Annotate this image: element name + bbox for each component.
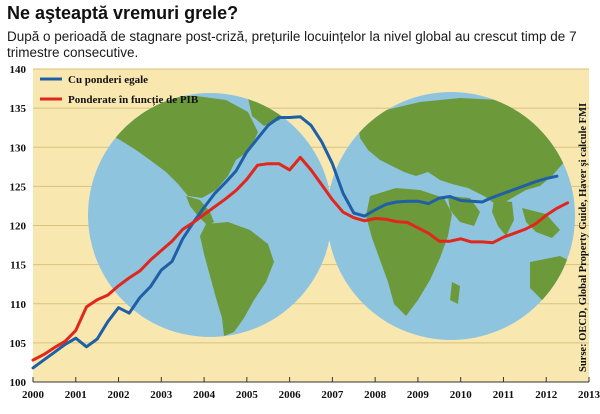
y-tick-label: 130	[10, 142, 27, 154]
y-tick-label: 105	[10, 338, 27, 350]
legend-label-gdp-weighted: Ponderate în funcție de PIB	[68, 94, 199, 106]
y-tick-label: 120	[10, 221, 27, 233]
x-tick-label: 2009	[407, 389, 430, 401]
x-tick-label: 2012	[535, 389, 558, 401]
x-tick-label: 2010	[450, 389, 473, 401]
x-tick-label: 2003	[150, 389, 173, 401]
x-tick-label: 2001	[65, 389, 87, 401]
x-tick-label: 2013	[578, 389, 600, 401]
series-line-equal-weights	[31, 115, 559, 370]
chart-title: Ne aşteaptă vremuri grele?	[7, 3, 239, 23]
globe-americas	[88, 93, 332, 337]
madagascar-shape	[450, 282, 460, 304]
y-axis-tick-labels: 100 105 110 115 120 125 130 135 140	[10, 64, 27, 389]
legend-label-equal-weights: Cu ponderi egale	[68, 74, 148, 86]
series-line-gdp-weighted	[31, 155, 570, 362]
north-america-shape	[104, 96, 258, 198]
y-tick-label: 125	[10, 181, 27, 193]
x-tick-label: 2008	[364, 389, 387, 401]
y-tick-label: 140	[10, 64, 27, 76]
arabia-shape	[448, 196, 480, 226]
india-shape	[492, 200, 514, 236]
x-tick-label: 2007	[321, 389, 344, 401]
x-tick-label: 2011	[493, 389, 514, 401]
x-axis-tick-labels: 2000 2001 2002 2003 2004 2005 2006 2007 2008 2009…	[22, 377, 600, 401]
legend: Cu ponderi egale Ponderate în funcție de…	[40, 74, 199, 106]
y-tick-label: 135	[10, 103, 27, 115]
axes: 100 105 110 115 120 125 130 135 140 2000 2001 2002…	[10, 64, 600, 401]
south-america-shape	[200, 222, 274, 336]
y-tick-label: 115	[10, 260, 26, 272]
series-lines	[31, 115, 570, 370]
europe-asia-shape	[358, 98, 575, 206]
x-tick-label: 2004	[193, 389, 216, 401]
y-tick-label: 100	[10, 377, 27, 389]
chart-subtitle: După o perioadă de stagnare post-criză, …	[7, 29, 577, 60]
x-tick-label: 2005	[236, 389, 259, 401]
southeast-asia-shape	[522, 208, 560, 238]
x-tick-label: 2002	[108, 389, 131, 401]
source-note: Surse: OECD, Global Property Guide, Have…	[578, 102, 589, 372]
x-tick-label: 2006	[279, 389, 302, 401]
x-tick-label: 2000	[22, 389, 45, 401]
y-tick-label: 110	[10, 299, 26, 311]
